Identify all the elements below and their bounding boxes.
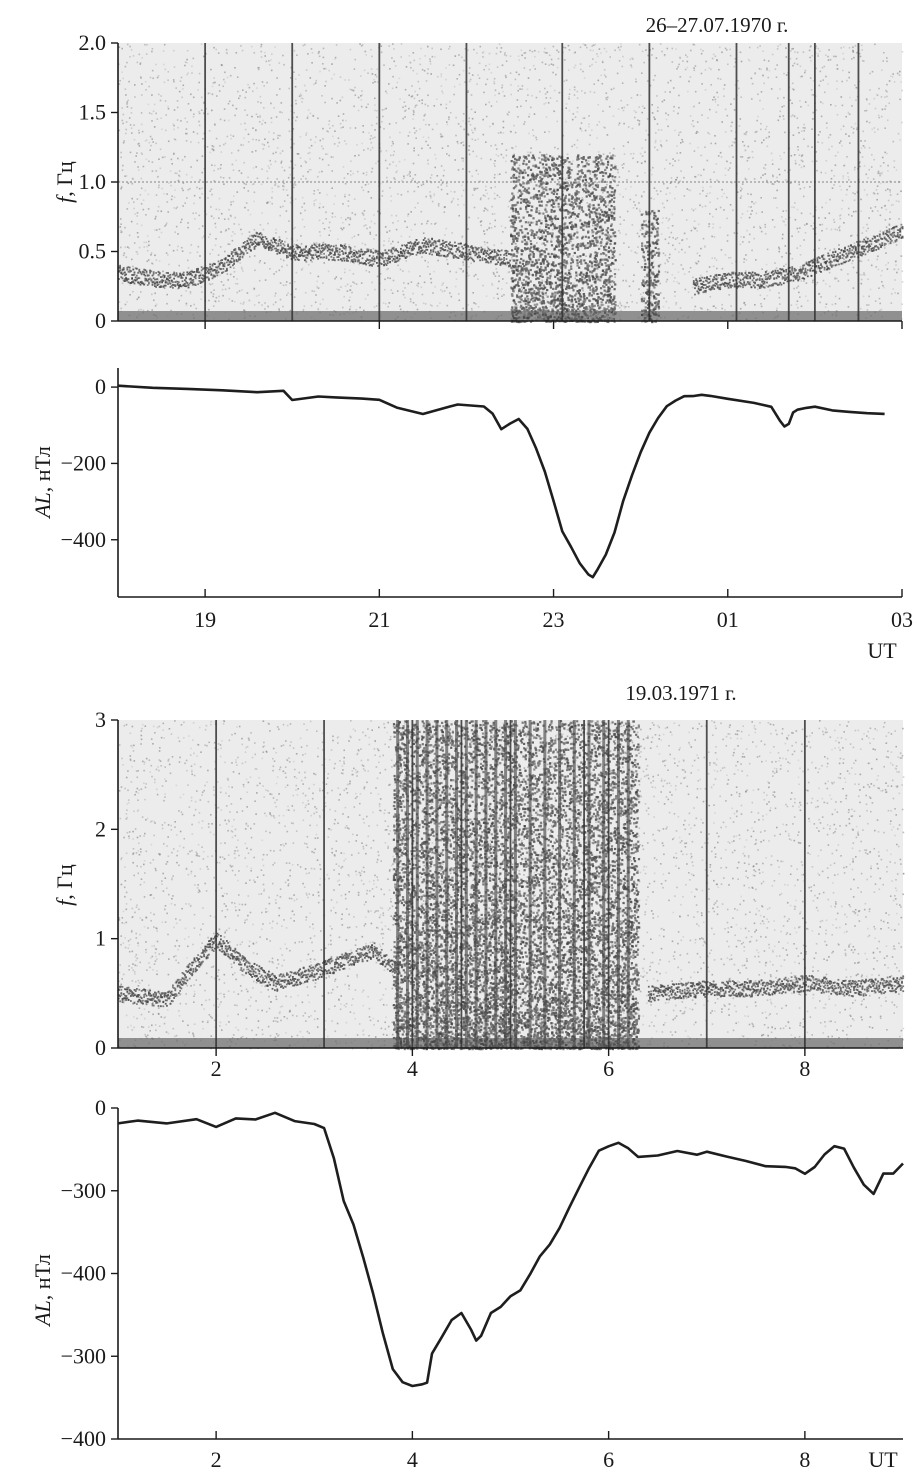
x-tick-label: 4 [407,1447,418,1472]
y-tick-label: −400 [61,1261,106,1286]
panel-spectrogram-1971: 19.03.1971 г. 2 4 6 8 0 1 2 3 f, Гц [52,681,905,1081]
spectrogram-1970-image [118,43,904,323]
x-tick-label: 2 [211,1056,222,1081]
y-tick-label: 2 [95,816,106,841]
al-1971-ticks: 2 4 6 8 0 −300 −400 −300 −400 [61,1095,811,1472]
al-index-series [118,1113,903,1386]
emission-stripe [396,720,399,1048]
spectrogram-1971-y-label: f, Гц [52,864,77,906]
al-1971-line-series [118,1113,903,1386]
x-tick-label: 2 [211,1447,222,1472]
al-index-series [118,386,885,578]
al-1970-y-label: AL, нТл [30,446,55,520]
emission-stripe [588,720,591,1048]
x-tick-label: 21 [368,607,390,632]
x-tick-label: 8 [799,1447,810,1472]
emission-stripe [435,720,438,1048]
y-tick-label: −400 [61,527,106,552]
y-tick-label: 1.0 [79,169,107,194]
panel-al-1970: 19 21 23 01 03 0 −200 −400 AL, нТл UT [30,368,913,663]
y-tick-label: −300 [61,1178,106,1203]
y-tick-label: 3 [95,707,106,732]
emission-stripe [494,720,497,1048]
al-1970-line-series [118,385,885,578]
x-tick-label: 8 [799,1056,810,1081]
x-tick-label: 6 [603,1447,614,1472]
x-tick-label: 4 [407,1056,418,1081]
emission-stripe [529,720,532,1048]
al-1970-ticks: 19 21 23 01 03 0 −200 −400 [61,374,913,632]
y-tick-label: 0 [95,374,106,399]
y-tick-label: 0.5 [79,239,107,264]
panel-al-1971: 2 4 6 8 0 −300 −400 −300 −400 AL, нТл UT [30,1095,903,1472]
x-tick-label: 01 [717,607,739,632]
chart-title-1970: 26–27.07.1970 г. [646,13,789,37]
emission-stripe [602,720,605,1048]
emission-stripe [514,720,517,1048]
emission-stripe [627,720,630,1048]
y-tick-label: 0 [95,1095,106,1120]
al-1971-y-label: AL, нТл [30,1254,55,1328]
x-tick-label: 03 [891,607,913,632]
panel-spectrogram-1970: 26–27.07.1970 г. 0 0.5 1.0 1.5 2.0 f, Гц [52,13,904,333]
emission-stripe [484,720,487,1048]
y-tick-label: 0 [95,308,106,333]
y-tick-label: −400 [61,1426,106,1451]
x-tick-label: 6 [603,1056,614,1081]
emission-stripe [475,720,478,1048]
y-tick-label: 0 [95,1035,106,1060]
y-tick-label: −200 [61,450,106,475]
low-frequency-strip [118,311,902,321]
y-tick-label: 1.5 [79,100,107,125]
y-tick-label: −300 [61,1343,106,1368]
emission-stripe [406,720,409,1048]
emission-stripe [573,720,576,1048]
x-tick-label: 23 [543,607,565,632]
y-tick-label: 2.0 [79,30,107,55]
al-1971-x-label: UT [868,1447,898,1472]
chart-title-1971: 19.03.1971 г. [625,681,736,705]
emission-stripe [465,720,468,1048]
spectrogram-1970-y-label: f, Гц [52,161,77,203]
emission-stripe [504,720,507,1048]
spectrogram-1971-image [118,720,905,1050]
emission-stripe [416,720,419,1048]
emission-stripe [455,720,458,1048]
y-tick-label: 1 [95,926,106,951]
emission-stripe [617,720,620,1048]
emission-stripe [558,720,561,1048]
al-1970-x-label: UT [867,638,897,663]
emission-stripe [445,720,448,1048]
emission-stripe [543,720,546,1048]
x-tick-label: 19 [194,607,216,632]
emission-stripe [426,720,429,1048]
